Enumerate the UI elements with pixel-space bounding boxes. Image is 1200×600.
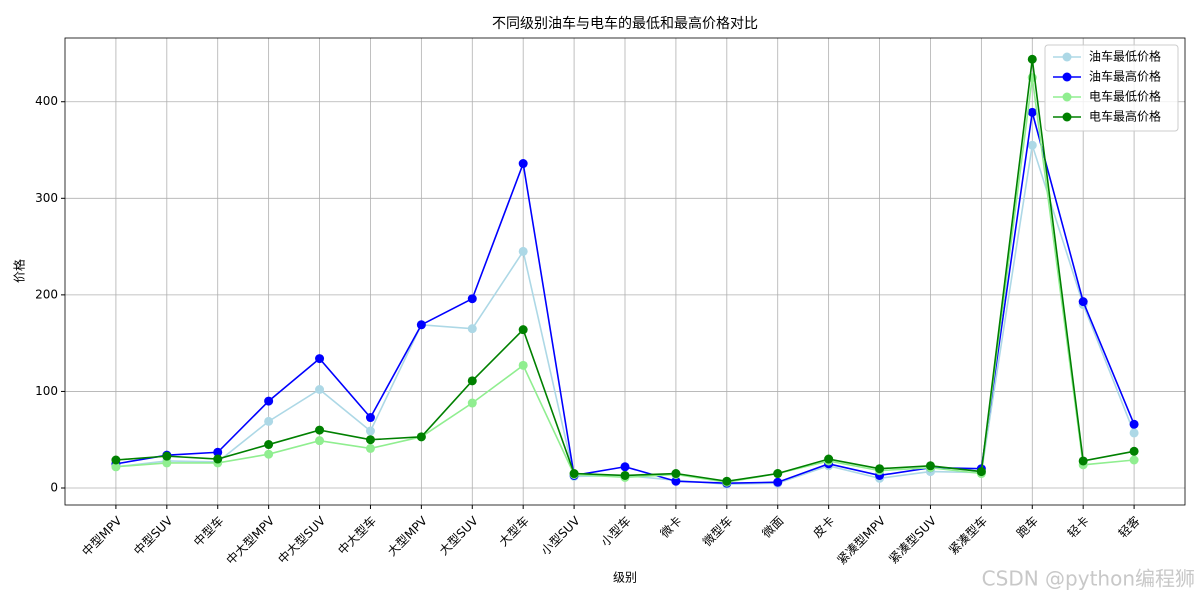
- data-point: [467, 398, 477, 408]
- x-tick-label: 紧凑型SUV: [886, 513, 939, 566]
- x-tick-label: 大型车: [496, 513, 532, 549]
- data-point: [315, 425, 325, 435]
- data-point: [467, 294, 477, 304]
- legend-marker: [1062, 112, 1072, 122]
- legend-marker: [1062, 92, 1072, 102]
- y-axis-label: 价格: [12, 259, 27, 283]
- data-point: [213, 454, 223, 464]
- y-tick-label: 0: [50, 481, 58, 495]
- data-point: [1078, 297, 1088, 307]
- x-tick-label: 紧凑型车: [945, 513, 990, 558]
- data-point: [1129, 455, 1139, 465]
- data-point: [671, 476, 681, 486]
- data-point: [569, 469, 579, 479]
- legend-box: [1044, 44, 1179, 132]
- x-axis-label: 级别: [613, 571, 637, 585]
- x-tick-label: 大型SUV: [437, 513, 482, 558]
- data-point: [925, 461, 935, 471]
- data-point: [213, 447, 223, 457]
- y-tick-label: 300: [35, 191, 58, 205]
- data-point: [315, 436, 325, 446]
- legend-label: 电车最高价格: [1089, 109, 1161, 124]
- data-point: [1129, 446, 1139, 456]
- x-tick-label: 轻卡: [1065, 514, 1092, 541]
- data-point: [1129, 419, 1139, 429]
- data-point: [620, 470, 630, 480]
- legend-label: 电车最低价格: [1089, 89, 1161, 104]
- x-tick-label: 中型MPV: [79, 512, 125, 558]
- data-point: [518, 325, 528, 335]
- x-tick-label: 大型MPV: [385, 513, 431, 559]
- x-tick-label: 微型车: [699, 513, 735, 549]
- x-tick-label: 中型SUV: [130, 512, 176, 558]
- data-point: [773, 469, 783, 479]
- data-point: [162, 451, 172, 461]
- x-tick-label: 中型车: [190, 513, 226, 549]
- x-tick-label: 中大型MPV: [223, 512, 278, 567]
- legend-label: 油车最高价格: [1089, 69, 1161, 84]
- x-tick-label: 跑车: [1013, 513, 1041, 541]
- legend-marker: [1062, 72, 1072, 82]
- legend-label: 油车最低价格: [1089, 49, 1161, 64]
- data-point: [365, 413, 375, 423]
- data-point: [518, 360, 528, 370]
- data-point: [264, 449, 274, 459]
- data-point: [620, 462, 630, 472]
- data-point: [365, 443, 375, 453]
- data-point: [315, 385, 325, 395]
- data-point: [416, 320, 426, 330]
- data-point: [671, 469, 681, 479]
- chart-title: 不同级别油车与电车的最低和最高价格对比: [492, 15, 758, 32]
- data-point: [365, 426, 375, 436]
- data-point: [518, 159, 528, 169]
- plot-frame: [64, 37, 1186, 506]
- data-point: [518, 246, 528, 256]
- x-tick-label: 微卡: [658, 514, 685, 541]
- y-tick-label: 200: [35, 287, 58, 301]
- data-point: [1078, 456, 1088, 466]
- data-point: [111, 462, 121, 472]
- watermark: CSDN @python编程狮: [982, 567, 1195, 591]
- y-tick-label: 400: [35, 94, 58, 108]
- data-point: [416, 432, 426, 442]
- x-tick-label: 微面: [759, 514, 786, 541]
- data-point: [467, 324, 477, 334]
- x-tick-label: 小型SUV: [538, 513, 583, 558]
- data-point: [1129, 428, 1139, 438]
- x-tick-label: 紧凑型MPV: [835, 513, 889, 567]
- data-point: [264, 440, 274, 450]
- x-tick-label: 中大型车: [334, 513, 379, 558]
- data-point: [1027, 107, 1037, 117]
- data-point: [315, 354, 325, 364]
- data-point: [976, 467, 986, 477]
- data-point: [264, 396, 274, 406]
- data-point: [365, 435, 375, 445]
- data-point: [264, 416, 274, 426]
- data-point: [111, 455, 121, 465]
- data-point: [824, 454, 834, 464]
- data-point: [1027, 54, 1037, 64]
- x-tick-label: 皮卡: [810, 514, 837, 541]
- y-tick-label: 100: [35, 384, 58, 398]
- data-point: [773, 477, 783, 487]
- data-point: [722, 476, 732, 486]
- x-tick-label: 中大型SUV: [275, 512, 329, 566]
- data-point: [467, 376, 477, 386]
- x-tick-label: 小型车: [598, 513, 634, 549]
- data-point: [1027, 140, 1037, 150]
- data-point: [875, 464, 885, 474]
- data-point: [162, 458, 172, 468]
- x-tick-label: 轻客: [1115, 513, 1143, 541]
- legend-marker: [1062, 52, 1072, 62]
